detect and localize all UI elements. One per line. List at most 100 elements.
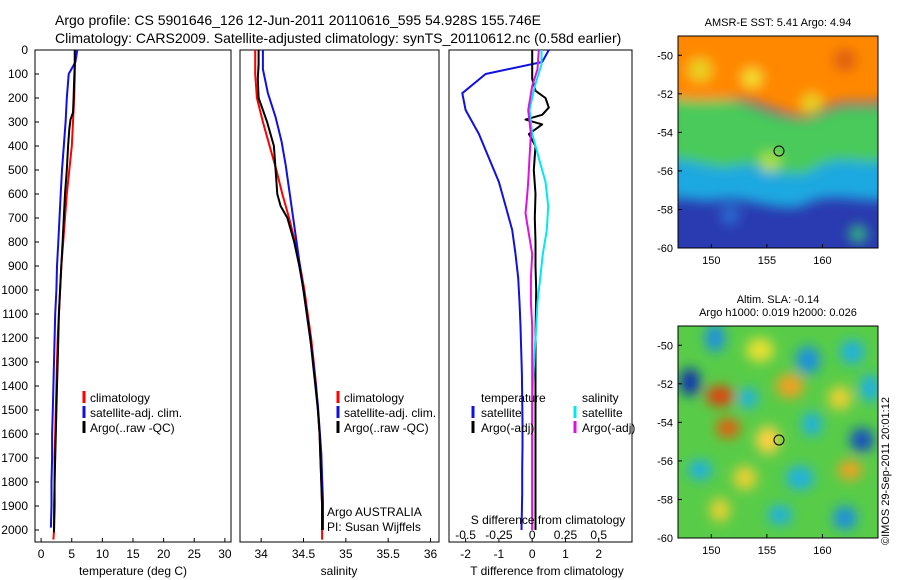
series-line-temperature-argo-adj-: [524, 50, 550, 530]
depth-tick-label: 2000: [1, 523, 28, 537]
s-difference-tick-label: -0.5: [455, 528, 476, 542]
depth-tick-label: 1100: [2, 307, 28, 321]
temperature-tick-label: 10: [96, 547, 110, 561]
map-lat-tick-label: -54: [657, 127, 673, 139]
map-lon-tick-label: 160: [813, 545, 831, 557]
t-difference-tick-label: -2: [460, 547, 471, 561]
salinity-axis-ticks: 34 34.5 35 35.5 36: [254, 538, 438, 561]
map-lat-tick-label: -50: [657, 340, 673, 352]
series-line-argo-raw-qc-: [53, 50, 76, 533]
depth-tick-label: 600: [8, 187, 28, 201]
map-lat-tick-label: -52: [657, 379, 673, 391]
difference-panel-frame: [448, 49, 633, 543]
legend-label-argo: Argo(..raw -QC): [344, 421, 429, 435]
depth-tick-label: 900: [8, 259, 28, 273]
salinity-series: [254, 50, 324, 540]
series-line-argo-raw-qc-: [256, 50, 324, 530]
salinity-legend: climatology satellite-adj. clim. Argo(..…: [336, 391, 436, 435]
map-lon-tick-label: 150: [702, 255, 720, 267]
temperature-tick-label: 30: [218, 547, 232, 561]
legend-label-satellite: satellite-adj. clim.: [344, 406, 436, 420]
temperature-tick-label: 0: [38, 547, 45, 561]
depth-tick-label: 500: [8, 163, 28, 177]
t-difference-tick-label: 1: [562, 547, 569, 561]
depth-tick-label: 1700: [1, 451, 28, 465]
temperature-tick-label: 15: [126, 547, 140, 561]
map-lat-tick-label: -56: [657, 166, 673, 178]
figure-title-line2: Climatology: CARS2009. Satellite-adjuste…: [55, 30, 621, 46]
legend-label-climatology: climatology: [344, 391, 404, 405]
imos-credit: ©IMOS 29-Sep-2011 20:01:12: [880, 397, 892, 545]
pi-annotation: PI: Susan Wijffels: [327, 520, 421, 534]
map-lon-tick-label: 155: [758, 545, 776, 557]
depth-tick-label: 1400: [1, 379, 28, 393]
depth-tick-label: 300: [8, 115, 28, 129]
map-lat-tick-label: -60: [657, 243, 673, 255]
depth-tick-label: 1500: [1, 403, 28, 417]
map-lat-tick-label: -54: [657, 417, 673, 429]
salinity-tick-label: 35.5: [377, 547, 401, 561]
legend-label-s-satellite: satellite: [582, 406, 623, 420]
depth-tick-label: 700: [8, 211, 28, 225]
legend-label-s-argo: Argo(-adj): [582, 421, 635, 435]
map-lon-tick-label: 155: [758, 255, 776, 267]
temperature-tick-label: 20: [157, 547, 171, 561]
s-difference-tick-label: 0: [529, 528, 536, 542]
legend-label-climatology: climatology: [90, 391, 150, 405]
map-lat-tick-label: -50: [657, 50, 673, 62]
figure-title-line1: Argo profile: CS 5901646_126 12-Jun-2011…: [55, 12, 541, 28]
depth-tick-label: 0: [21, 43, 28, 57]
depth-tick-label: 1300: [1, 355, 28, 369]
map-lat-tick-label: -60: [657, 533, 673, 545]
salinity-panel-frame: [239, 49, 440, 543]
difference-legend: temperature salinity satellite Argo(-adj…: [471, 391, 635, 435]
legend-header-temperature: temperature: [481, 391, 546, 405]
depth-tick-label: 800: [8, 235, 28, 249]
sla-map-frame: [677, 325, 879, 539]
sla-heatmap: [678, 326, 878, 538]
depth-tick-label: 200: [8, 91, 28, 105]
s-difference-tick-label: 0.25: [554, 528, 578, 542]
depth-tick-label: 400: [8, 139, 28, 153]
temperature-tick-label: 5: [68, 547, 75, 561]
salinity-tick-label: 36: [424, 547, 438, 561]
t-difference-tick-label: -1: [494, 547, 505, 561]
sla-map-subtitle: Argo h1000: 0.019 h2000: 0.026: [699, 307, 857, 319]
depth-axis-ticks: 0 100 200 300 400 500 600 700 800 900 1000 1100 1200…: [1, 43, 39, 537]
map-lat-tick-label: -58: [657, 204, 673, 216]
map-lon-tick-label: 160: [813, 255, 831, 267]
depth-tick-label: 1200: [1, 331, 28, 345]
s-difference-tick-label: -0.25: [485, 528, 513, 542]
sst-map-ticks: -50 -52 -54 -56 -58 -60 150 155 160: [657, 50, 832, 267]
legend-header-salinity: salinity: [582, 391, 619, 405]
temperature-axis-label: temperature (deg C): [79, 564, 187, 578]
temperature-panel-frame: [34, 49, 232, 543]
s-difference-tick-label: 0.5: [590, 528, 607, 542]
temperature-tick-label: 25: [188, 547, 202, 561]
sst-map-title: AMSR-E SST: 5.41 Argo: 4.94: [705, 17, 852, 29]
temperature-series: [49, 50, 79, 540]
depth-tick-label: 1800: [1, 475, 28, 489]
salinity-axis-label: salinity: [321, 564, 358, 578]
difference-series: [461, 50, 550, 531]
temperature-axis-ticks: 0 5 10 15 20 25 30: [38, 538, 232, 561]
s-difference-axis-label: S difference from climatology: [471, 513, 626, 527]
t-difference-tick-label: 2: [595, 547, 602, 561]
depth-tick-label: 100: [8, 67, 28, 81]
depth-tick-label: 1900: [1, 499, 28, 513]
sst-argo-location-marker: [773, 145, 785, 157]
sst-heatmap: [678, 36, 878, 248]
difference-axis-ticks: -2 -1 0 1 2 -0.5 -0.25 0 0.25 0.5: [455, 528, 607, 561]
sla-map-ticks: -50 -52 -54 -56 -58 -60 150 155 160: [657, 340, 832, 557]
depth-tick-label: 1600: [1, 427, 28, 441]
sla-map-title: Altim. SLA: -0.14: [737, 294, 820, 306]
map-lat-tick-label: -56: [657, 456, 673, 468]
map-lat-tick-label: -58: [657, 494, 673, 506]
legend-label-satellite: satellite-adj. clim.: [90, 406, 182, 420]
salinity-tick-label: 34.5: [292, 547, 316, 561]
sla-argo-location-marker: [773, 434, 785, 446]
t-difference-axis-label: T difference from climatology: [470, 564, 624, 578]
map-lon-tick-label: 150: [702, 545, 720, 557]
salinity-tick-label: 35: [339, 547, 353, 561]
